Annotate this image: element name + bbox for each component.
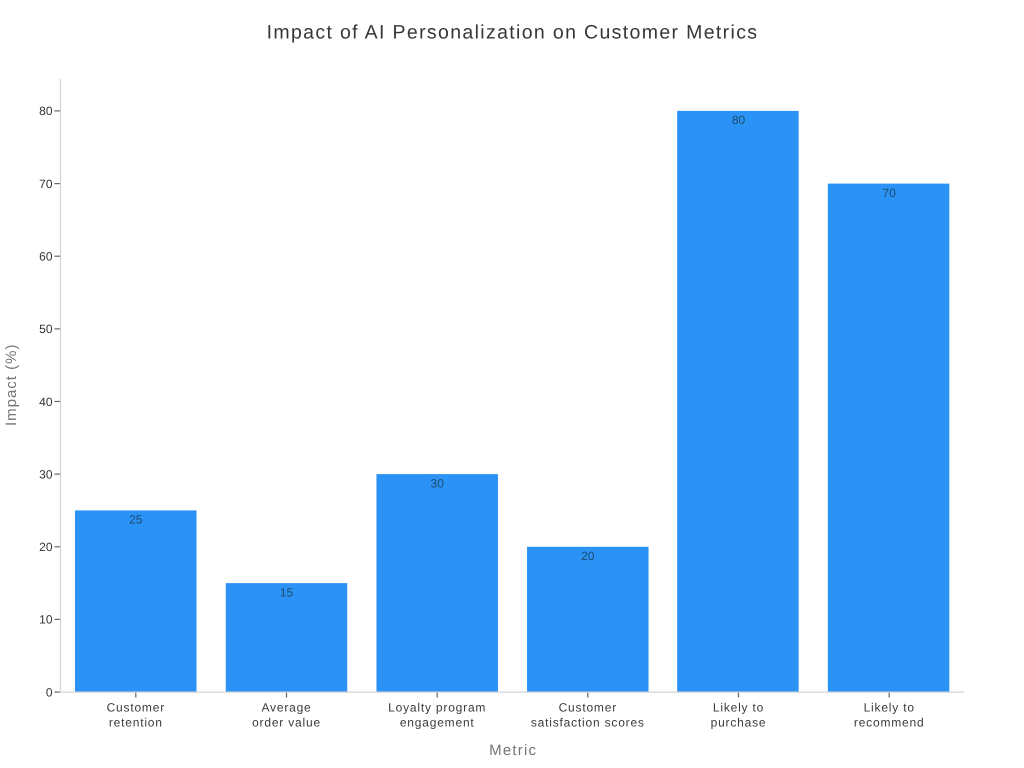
svg-text:engagement: engagement	[400, 716, 475, 730]
svg-text:Loyalty program: Loyalty program	[388, 700, 486, 714]
svg-text:Impact of AI Personalization o: Impact of AI Personalization on Customer…	[267, 22, 759, 44]
svg-text:70: 70	[883, 186, 897, 200]
svg-text:15: 15	[280, 585, 294, 599]
svg-text:Impact (%): Impact (%)	[3, 344, 20, 427]
svg-text:purchase: purchase	[711, 716, 767, 730]
svg-text:10: 10	[39, 613, 53, 627]
svg-text:recommend: recommend	[854, 716, 925, 730]
svg-text:Metric: Metric	[489, 742, 537, 759]
svg-text:30: 30	[431, 476, 445, 490]
svg-text:50: 50	[39, 322, 53, 336]
svg-text:Average: Average	[261, 700, 311, 714]
svg-text:80: 80	[39, 104, 53, 118]
svg-text:retention: retention	[109, 716, 163, 730]
svg-text:Likely to: Likely to	[713, 700, 764, 714]
svg-text:satisfaction scores: satisfaction scores	[531, 716, 645, 730]
svg-text:0: 0	[46, 685, 53, 699]
svg-text:order value: order value	[252, 716, 321, 730]
svg-text:60: 60	[39, 250, 53, 264]
svg-text:20: 20	[581, 549, 595, 563]
svg-text:Customer: Customer	[559, 700, 617, 714]
svg-text:80: 80	[732, 113, 746, 127]
svg-text:40: 40	[39, 395, 53, 409]
svg-text:25: 25	[129, 513, 143, 527]
svg-text:30: 30	[39, 467, 53, 481]
svg-text:Likely to: Likely to	[864, 700, 915, 714]
svg-text:70: 70	[39, 177, 53, 191]
svg-text:Customer: Customer	[107, 700, 165, 714]
svg-text:20: 20	[39, 540, 53, 554]
